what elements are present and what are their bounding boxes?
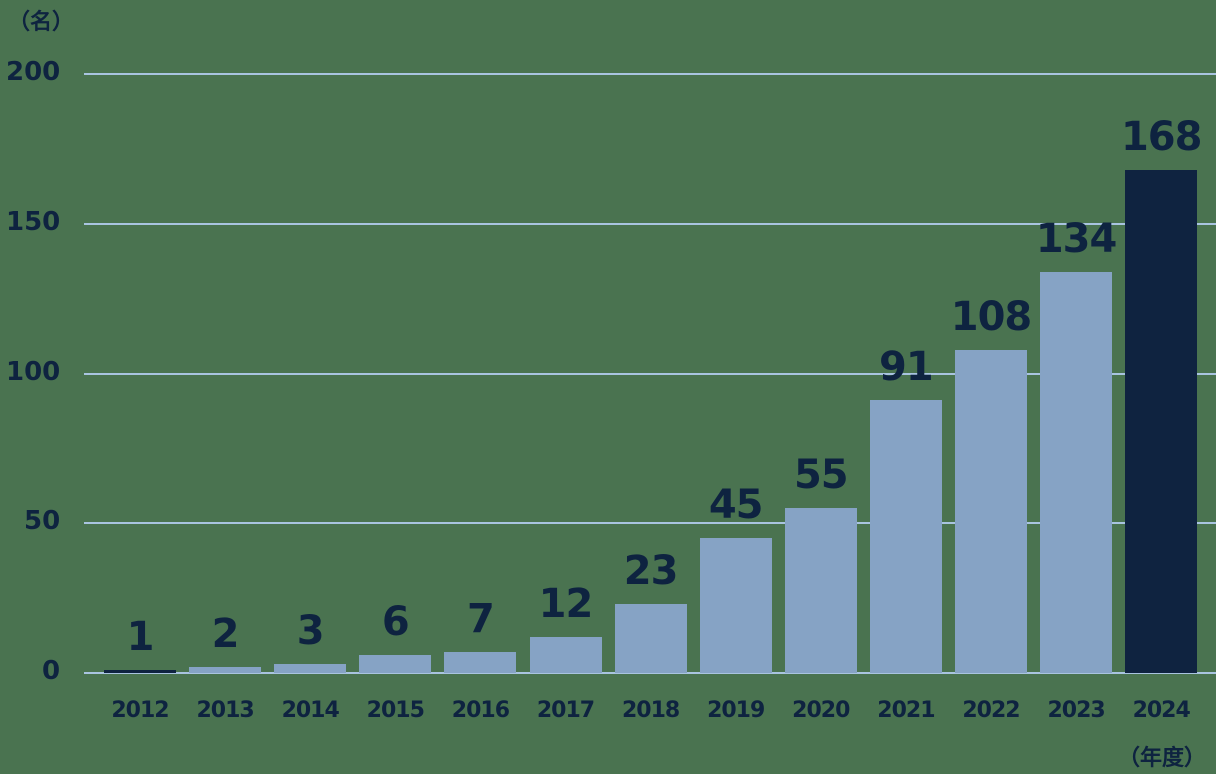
value-label: 45 <box>708 482 764 529</box>
x-tick-label: 2015 <box>366 698 425 723</box>
bar-2023 <box>1040 271 1113 673</box>
value-label: 2 <box>211 611 240 657</box>
bar-2015 <box>359 655 432 673</box>
x-tick-label: 2023 <box>1047 698 1105 723</box>
bar-2021 <box>869 400 942 673</box>
bar-2024 <box>1125 169 1198 673</box>
x-tick-label: 2021 <box>877 698 935 723</box>
x-tick-label: 2019 <box>707 698 765 723</box>
x-tick-label: 2013 <box>196 698 254 723</box>
value-label: 91 <box>879 344 934 391</box>
x-axis-unit: （年度） <box>1118 746 1207 771</box>
value-label: 3 <box>296 608 325 654</box>
x-tick-label: 2016 <box>451 698 510 723</box>
gridline <box>84 372 1216 375</box>
y-tick-label: 200 <box>6 57 61 87</box>
y-tick-label: 50 <box>24 506 61 537</box>
gridline <box>84 672 1216 674</box>
gridline <box>84 222 1216 225</box>
value-label: 7 <box>466 596 495 643</box>
x-tick-label: 2024 <box>1132 698 1191 723</box>
bar-2017 <box>529 637 602 673</box>
bar-2012 <box>104 670 176 673</box>
value-label: 108 <box>950 293 1033 340</box>
y-tick-label: 100 <box>6 356 61 387</box>
bar-2013 <box>189 667 262 673</box>
value-label: 168 <box>1120 113 1203 160</box>
gridline <box>84 73 1216 75</box>
bar-2018 <box>614 604 687 673</box>
bar-2014 <box>274 664 347 673</box>
x-tick-label: 2018 <box>621 698 680 723</box>
gridline <box>84 522 1216 525</box>
x-tick-label: 2014 <box>281 698 340 723</box>
value-label: 134 <box>1035 215 1118 262</box>
x-tick-label: 2020 <box>792 698 850 723</box>
x-tick-label: 2022 <box>962 698 1020 723</box>
bar-2016 <box>444 652 517 673</box>
x-tick-label: 2017 <box>536 698 595 723</box>
value-label: 55 <box>793 452 849 499</box>
value-label: 6 <box>381 599 410 646</box>
value-label: 12 <box>538 581 594 628</box>
y-axis-unit: （名） <box>8 10 75 35</box>
x-tick-label: 2012 <box>111 698 169 723</box>
bar-2022 <box>955 349 1027 673</box>
bar-2019 <box>699 538 772 673</box>
y-tick-label: 150 <box>6 206 61 237</box>
value-label: 1 <box>126 614 155 660</box>
y-tick-label: 0 <box>42 656 61 686</box>
value-label: 23 <box>623 548 679 595</box>
bar-2020 <box>784 508 857 673</box>
